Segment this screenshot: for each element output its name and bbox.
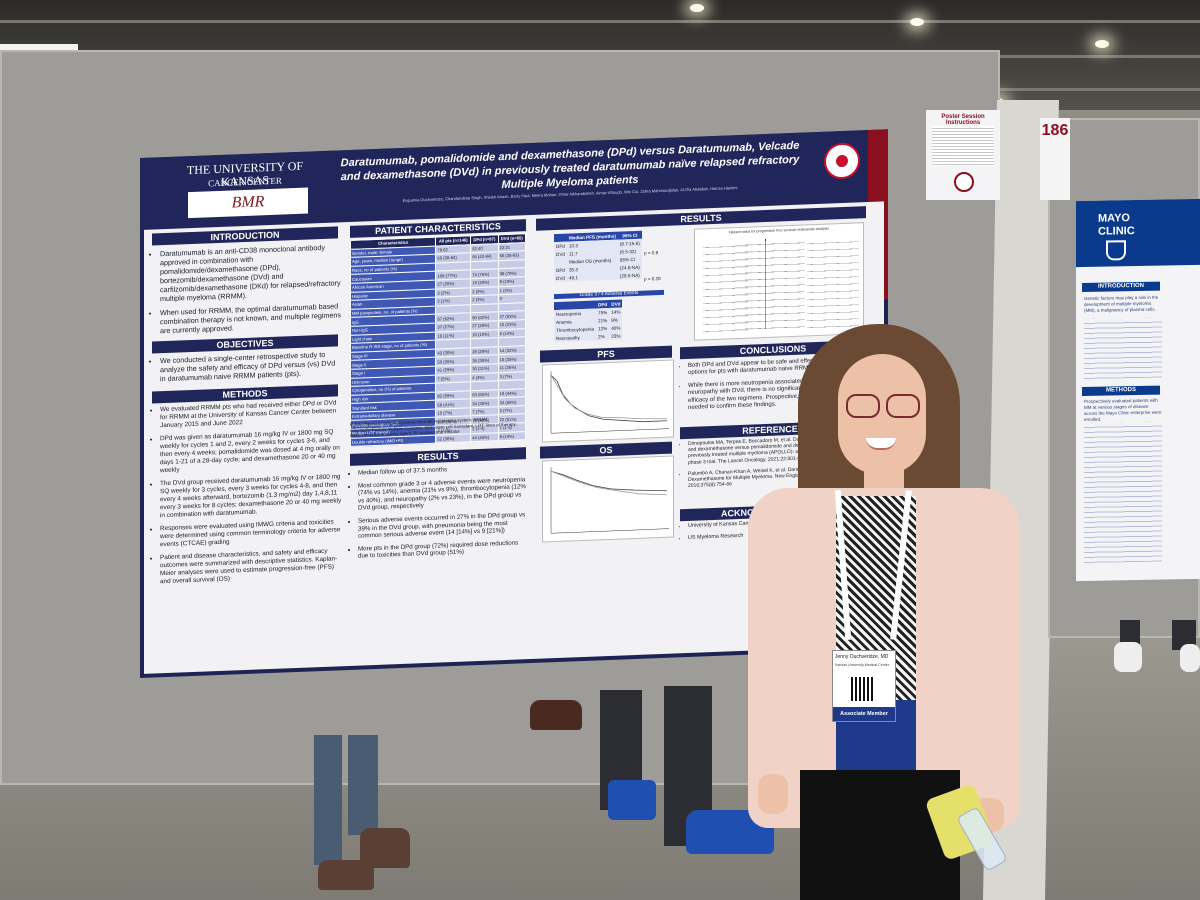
person-shoe xyxy=(1114,642,1142,672)
mayo-methods-text: Prospectively evaluated patients with MM… xyxy=(1084,398,1162,423)
mayo-intro-body xyxy=(1084,318,1162,379)
methods-bullet: We evaluated RRMM pts who had received e… xyxy=(160,399,342,430)
poster-instructions-card: Poster Session Instructions xyxy=(926,110,1000,200)
mayo-logo-text: MAYO CLINIC xyxy=(1098,212,1158,239)
patient-characteristics-table-wrap: Characteristics All pts (n=146) DPd (n=87)… xyxy=(350,233,526,447)
adverse-event-row: Neuropathy 2% 23% xyxy=(554,331,622,342)
ceiling-light xyxy=(690,4,704,12)
mayo-introduction-heading: INTRODUCTION xyxy=(1082,282,1160,292)
seal-center xyxy=(836,155,848,167)
name-badge: Jenny Ouchveridze, MD Kansas University … xyxy=(832,650,896,722)
methods-bullet: DPd was given as daratumumab 16 mg/kg IV… xyxy=(160,428,342,475)
survival-table: Median PFS (months) 95% CI DPd 10.3 (8.7-16… xyxy=(554,231,642,282)
results-bullet: More pts in the DPd group (72%) required… xyxy=(358,539,528,561)
introduction-bullet: Daratumumab is an anti-CD38 monoclonal a… xyxy=(160,242,342,303)
os-curve-svg xyxy=(543,457,673,542)
presenter-face xyxy=(838,354,926,474)
methods-bullet: Patient and disease characteristics, and… xyxy=(160,547,342,586)
mayo-intro-text: Genetic factors may play a role in the d… xyxy=(1084,295,1162,314)
introduction-text: Daratumumab is an anti-CD38 monoclonal a… xyxy=(150,242,342,340)
results-bullet: Most common grade 3 or 4 adverse events … xyxy=(358,476,528,513)
survival-row-cell: DVd xyxy=(554,274,567,282)
mayo-methods-body xyxy=(1084,422,1162,563)
glasses-left-lens xyxy=(846,394,880,418)
ceiling-light xyxy=(910,18,924,26)
glasses-right-lens xyxy=(886,394,920,418)
badge-role: Associate Member xyxy=(833,707,895,721)
person-leg xyxy=(314,735,342,865)
ceiling-light xyxy=(1095,40,1109,48)
forest-plot-intervals xyxy=(735,239,805,332)
survival-row-cell: (28.5-NA) xyxy=(618,271,642,280)
pfs-p-value: p = 0.9 xyxy=(644,250,658,256)
mayo-methods-heading: METHODS xyxy=(1082,386,1160,396)
booth-number-right: 186 xyxy=(1040,122,1070,140)
adverse-event-row-cell: Neuropathy xyxy=(554,332,596,342)
booth-number-right-card: 186 xyxy=(1040,118,1070,200)
adverse-events-table: DPd DVd Neutropenia 75% 14% Anemia 21% 9% Throm… xyxy=(554,299,622,342)
patient-characteristics-table: Characteristics All pts (n=146) DPd (n=87)… xyxy=(350,233,526,447)
forest-plot-title: Hazard ratios for progression free survi… xyxy=(699,225,859,235)
pfs-kaplan-meier-plot xyxy=(542,359,674,442)
objectives-text: We conducted a single-center retrospecti… xyxy=(150,349,342,388)
instructions-logo xyxy=(954,172,974,192)
adverse-event-row-cell: 2% xyxy=(596,332,609,341)
badge-institution: Kansas University Medical Center xyxy=(835,663,893,667)
presenter-smile xyxy=(866,438,896,450)
person-shoe xyxy=(1180,644,1200,672)
mayo-header: MAYO CLINIC xyxy=(1076,199,1200,267)
results-bullet: Median follow up of 37.5 months xyxy=(358,463,528,477)
results-heading-left: RESULTS xyxy=(350,447,526,466)
presenter-pants xyxy=(800,770,960,900)
presenter: Jenny Ouchveridze, MD Kansas University … xyxy=(740,320,1040,900)
adverse-events-table-wrap: DPd DVd Neutropenia 75% 14% Anemia 21% 9% Throm… xyxy=(554,298,664,342)
person-shoe xyxy=(360,828,410,868)
methods-bullet: Responses were evaluated using IMWG crit… xyxy=(160,518,342,549)
university-seal-logo xyxy=(824,142,860,179)
ceiling-truss xyxy=(0,20,1200,23)
os-p-value: p = 0.28 xyxy=(644,276,661,282)
results-bullet: Serious adverse events occurred in 27% i… xyxy=(358,511,528,540)
bmr-logo: BMR xyxy=(188,188,308,219)
person-leg xyxy=(348,735,378,835)
mayo-shield-icon xyxy=(1106,240,1126,260)
forest-plot-values xyxy=(807,237,859,329)
instructions-text-block xyxy=(932,126,994,166)
methods-text: We evaluated RRMM pts who had received e… xyxy=(150,399,342,591)
os-kaplan-meier-plot xyxy=(542,455,674,542)
adverse-event-row-cell: 23% xyxy=(609,331,622,340)
methods-bullet: The DVd group received daratumumab 16 mg… xyxy=(160,473,342,520)
mayo-poster: MAYO CLINIC INTRODUCTION Genetic factors… xyxy=(1076,199,1200,581)
badge-name: Jenny Ouchveridze, MD xyxy=(835,654,893,660)
survival-table-wrap: Median PFS (months) 95% CI DPd 10.3 (8.7-16… xyxy=(554,230,664,282)
person-shoe xyxy=(530,700,582,730)
pfs-curve-svg xyxy=(543,361,673,442)
instructions-title: Poster Session Instructions xyxy=(930,114,996,126)
survival-row-cell: 49.1 xyxy=(567,272,618,282)
introduction-bullet: When used for RRMM, the optimal daratumu… xyxy=(160,301,342,335)
objectives-bullet: We conducted a single-center retrospecti… xyxy=(160,349,342,383)
person-shoe xyxy=(608,780,656,820)
badge-qr-code xyxy=(851,677,875,701)
presenter-left-hand xyxy=(758,774,788,814)
results-left-text: Median follow up of 37.5 months Most com… xyxy=(348,463,528,566)
